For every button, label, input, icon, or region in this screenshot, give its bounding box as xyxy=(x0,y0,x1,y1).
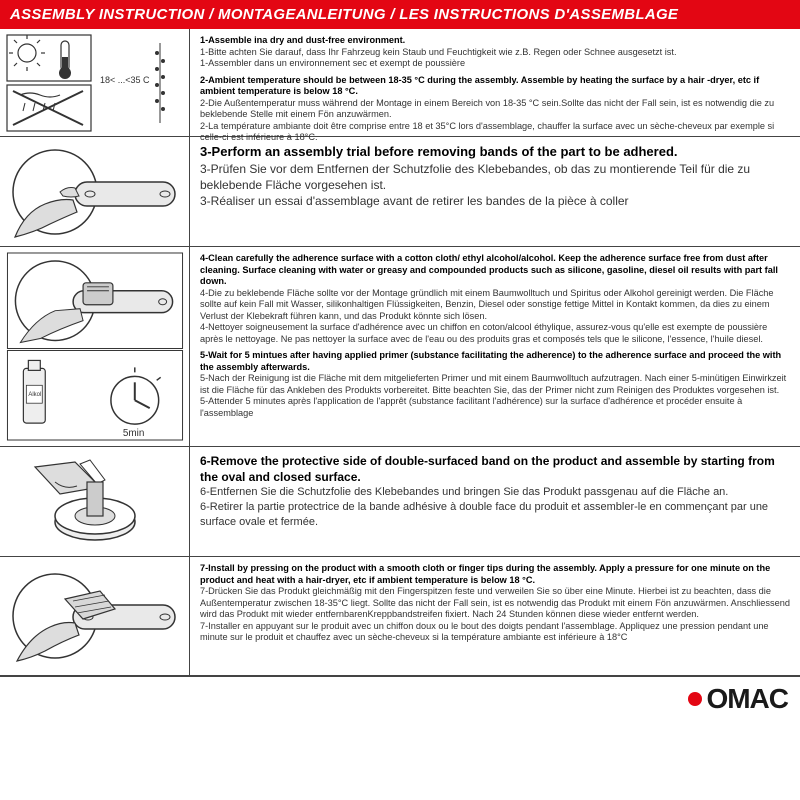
illustration-environment: 18< ...<35 C xyxy=(0,29,190,136)
footer: OMAC xyxy=(0,677,800,715)
step-6: 6-Remove the protective side of double-s… xyxy=(200,453,792,530)
instruction-text-4-5: 4-Clean carefully the adherence surface … xyxy=(190,247,800,446)
instruction-row-2: 3-Perform an assembly trial before remov… xyxy=(0,137,800,247)
instruction-text-6: 6-Remove the protective side of double-s… xyxy=(190,447,800,556)
svg-text:Alkol: Alkol xyxy=(28,392,41,398)
page-title: ASSEMBLY INSTRUCTION / MONTAGEANLEITUNG … xyxy=(0,0,800,29)
step-2: 2-Ambient temperature should be between … xyxy=(200,75,792,144)
instruction-row-3: Alkol 5min 4-Clean carefully the adheren… xyxy=(0,247,800,447)
step-5: 5-Wait for 5 mintues after having applie… xyxy=(200,350,792,419)
instruction-text-1-2: 1-Assemble ina dry and dust-free environ… xyxy=(190,29,800,136)
step-4: 4-Clean carefully the adherence surface … xyxy=(200,253,792,345)
illustration-press xyxy=(0,557,190,675)
logo-text: OMAC xyxy=(706,683,788,715)
instruction-row-4: 6-Remove the protective side of double-s… xyxy=(0,447,800,557)
instruction-row-5: 7-Install by pressing on the product wit… xyxy=(0,557,800,677)
step-7: 7-Install by pressing on the product wit… xyxy=(200,563,792,644)
step-3: 3-Perform an assembly trial before remov… xyxy=(200,143,792,209)
brand-logo: OMAC xyxy=(688,683,788,715)
illustration-clean-primer: Alkol 5min xyxy=(0,247,190,446)
step-1: 1-Assemble ina dry and dust-free environ… xyxy=(200,35,792,70)
instruction-row-1: 18< ...<35 C 1-Assemble ina dry and dust… xyxy=(0,29,800,137)
svg-text:5min: 5min xyxy=(122,428,144,439)
illustration-remove-tape xyxy=(0,447,190,556)
instruction-text-7: 7-Install by pressing on the product wit… xyxy=(190,557,800,675)
temp-label: 18< ...<35 C xyxy=(100,75,150,85)
instruction-grid: 18< ...<35 C 1-Assemble ina dry and dust… xyxy=(0,29,800,677)
instruction-text-3: 3-Perform an assembly trial before remov… xyxy=(190,137,800,246)
illustration-trial xyxy=(0,137,190,246)
logo-dot-icon xyxy=(688,692,702,706)
